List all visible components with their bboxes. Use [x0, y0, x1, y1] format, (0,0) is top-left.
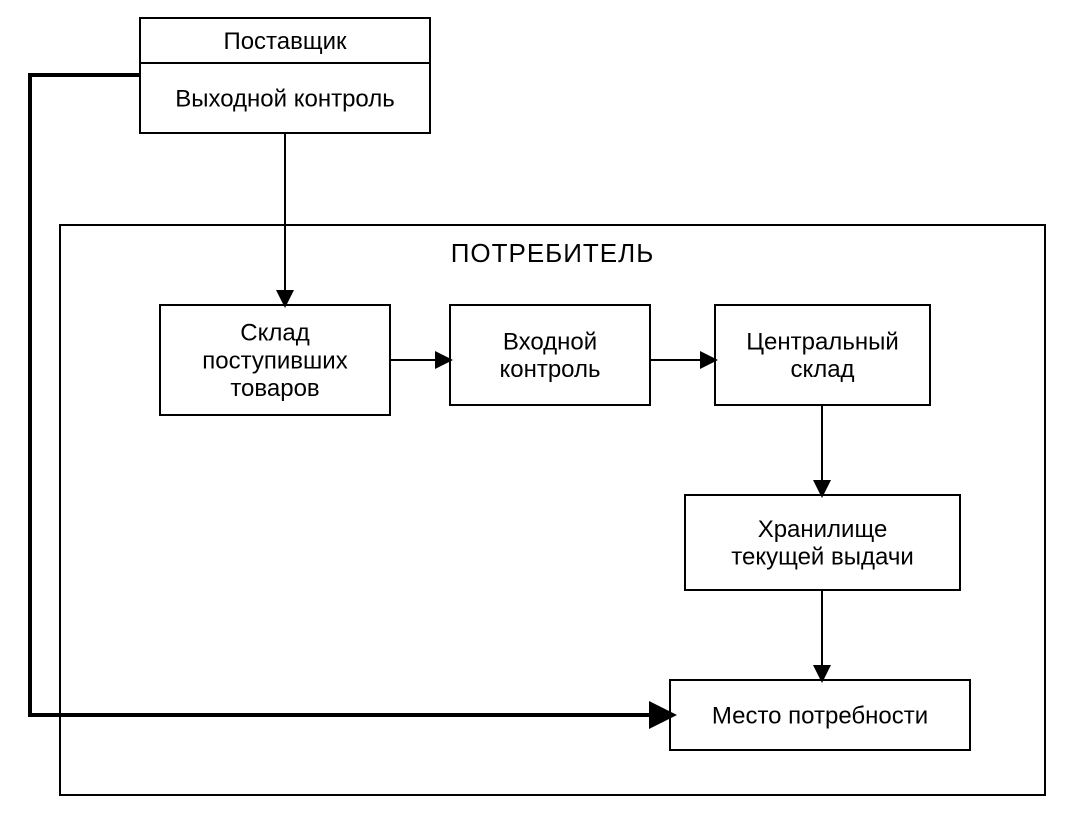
node-current-storage-label-1: текущей выдачи: [731, 544, 913, 571]
supplier-box: Поставщик Выходной контроль: [140, 18, 430, 133]
edge-e6: [30, 75, 670, 715]
flowchart-canvas: ПОТРЕБИТЕЛЬ Поставщик Выходной контроль …: [0, 0, 1079, 831]
edges-layer: [30, 75, 822, 715]
node-warehouse-incoming: Складпоступившихтоваров: [160, 305, 390, 415]
node-central-warehouse: Центральныйсклад: [715, 305, 930, 405]
node-central-warehouse-label-0: Центральный: [746, 329, 898, 356]
node-central-warehouse-label-1: склад: [790, 356, 854, 383]
nodes-layer: Складпоступившихтоваров Входнойконтроль Це…: [160, 305, 970, 750]
node-incoming-control-label-1: контроль: [499, 356, 600, 383]
node-warehouse-incoming-label-1: поступивших: [202, 347, 347, 374]
supplier-bottom-label: Выходной контроль: [175, 85, 395, 112]
node-place-of-need: Место потребности: [670, 680, 970, 750]
node-incoming-control: Входнойконтроль: [450, 305, 650, 405]
node-current-storage: Хранилищетекущей выдачи: [685, 495, 960, 590]
node-warehouse-incoming-label-0: Склад: [240, 320, 309, 347]
node-incoming-control-label-0: Входной: [503, 329, 597, 356]
consumer-container-label: ПОТРЕБИТЕЛЬ: [451, 238, 655, 268]
supplier-top-label: Поставщик: [223, 28, 347, 55]
node-place-of-need-label-0: Место потребности: [712, 702, 928, 729]
node-warehouse-incoming-label-2: товаров: [230, 375, 319, 402]
node-current-storage-label-0: Хранилище: [758, 516, 888, 543]
